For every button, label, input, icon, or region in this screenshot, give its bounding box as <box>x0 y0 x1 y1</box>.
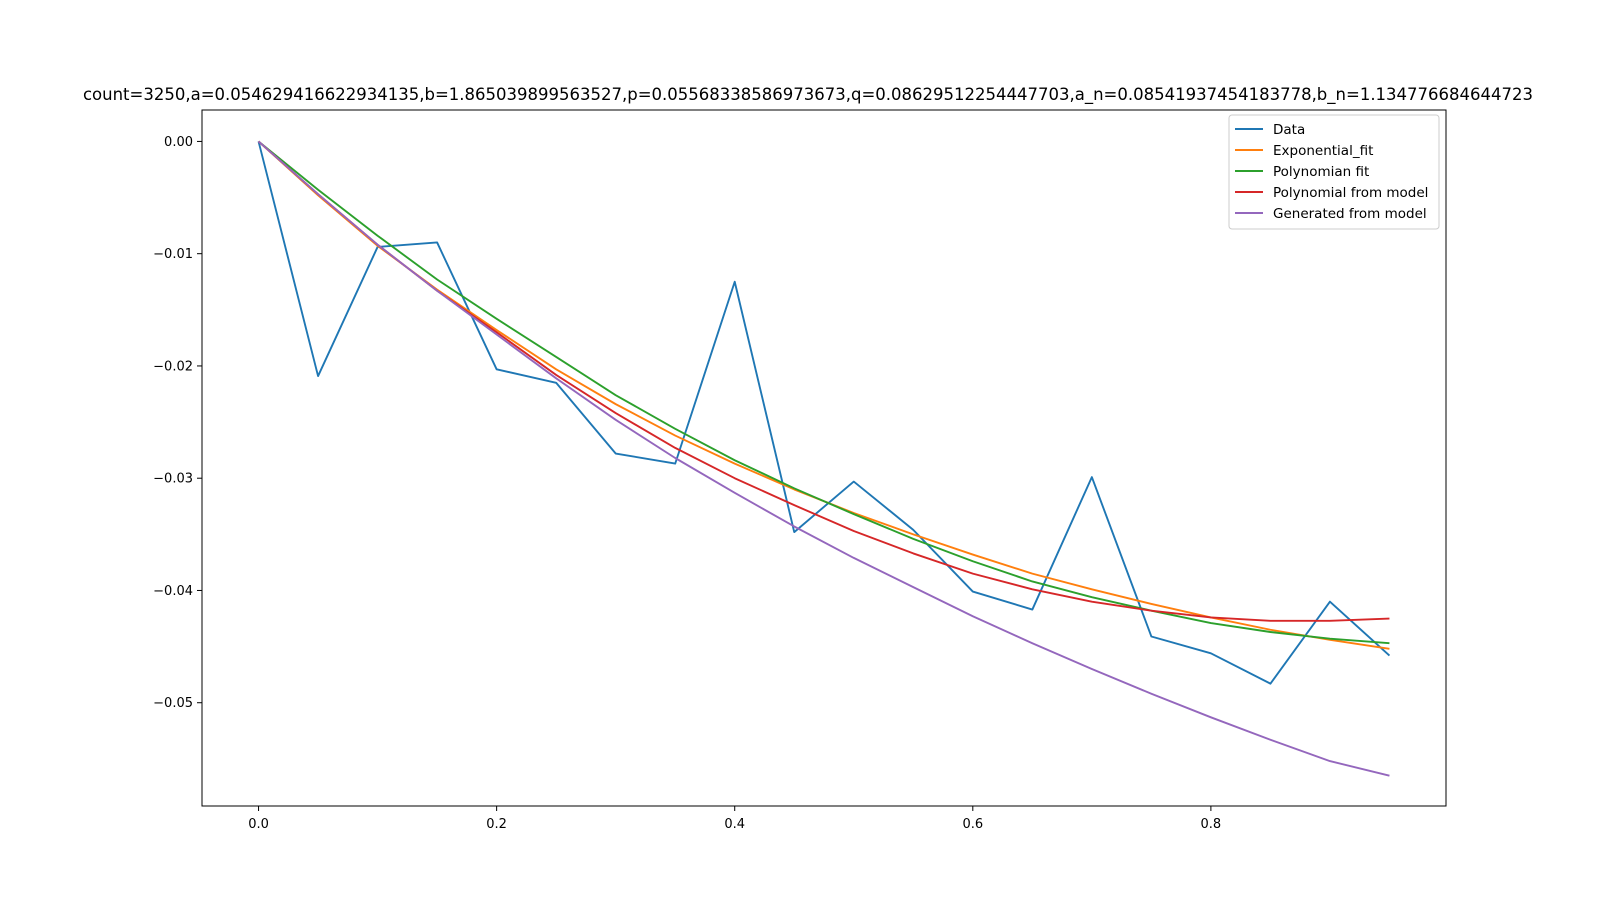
series-line-generated-from-model <box>257 140 1390 777</box>
y-tick-label: −0.03 <box>153 472 193 487</box>
y-tick-label: 0.00 <box>164 135 193 150</box>
series-line-polynomian-fit <box>257 140 1390 645</box>
x-tick-label: 0.2 <box>486 817 507 832</box>
y-tick-label: −0.02 <box>153 359 193 374</box>
legend-label-generated-from-model: Generated from model <box>1273 206 1427 222</box>
x-tick-label: 0.0 <box>248 817 269 832</box>
x-tick-label: 0.8 <box>1201 817 1222 832</box>
series-layer <box>257 140 1391 777</box>
series-line-polynomial-from-model <box>257 140 1390 622</box>
plot-frame <box>201 109 1447 807</box>
x-axis: 0.0 0.2 0.4 0.6 0.8 <box>248 806 1221 832</box>
y-tick-label: −0.01 <box>153 247 193 262</box>
x-tick-label: 0.4 <box>724 817 745 832</box>
legend-box <box>1228 114 1440 230</box>
y-tick-label: −0.04 <box>153 584 193 599</box>
x-tick-label: 0.6 <box>962 817 983 832</box>
y-axis: 0.00 −0.01 −0.02 −0.03 −0.04 −0.05 <box>153 135 202 711</box>
legend-label-data: Data <box>1273 122 1305 138</box>
legend: Data Exponential_fit Polynomian fit Polynom… <box>1228 114 1440 230</box>
series-line-data <box>257 141 1391 685</box>
chart-title: count=3250,a=0.054629416622934135,b=1.86… <box>83 85 1533 105</box>
legend-label-polynomian-fit: Polynomian fit <box>1273 164 1369 180</box>
series-line-exponential-fit <box>257 140 1390 650</box>
legend-label-exponential-fit: Exponential_fit <box>1273 143 1373 159</box>
y-tick-label: −0.05 <box>153 696 193 711</box>
legend-label-polynomial-from-model: Polynomial from model <box>1273 185 1428 201</box>
